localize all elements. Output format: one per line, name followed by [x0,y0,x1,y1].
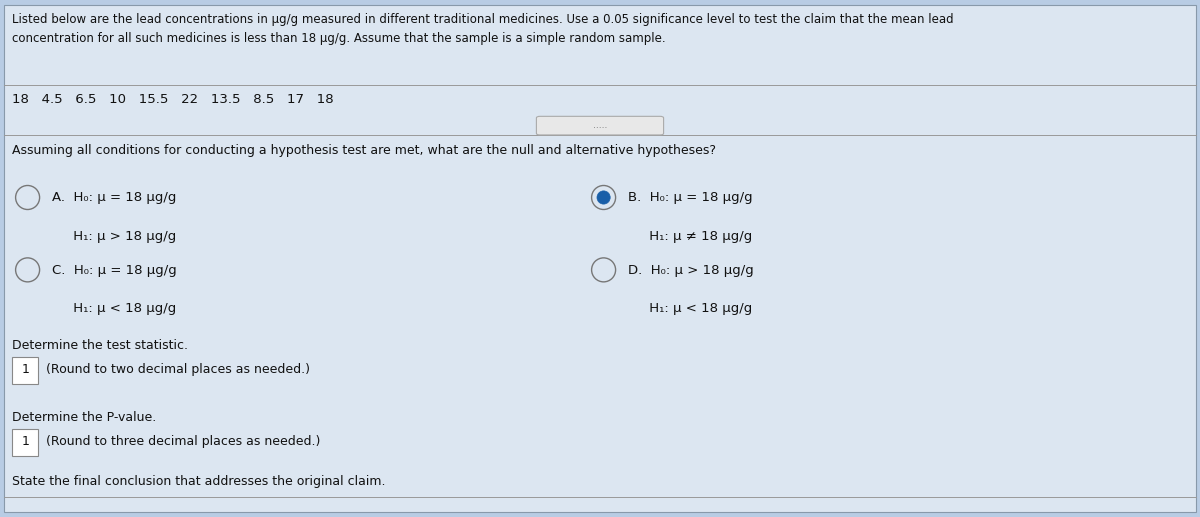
Ellipse shape [598,191,611,204]
FancyBboxPatch shape [12,429,38,456]
FancyBboxPatch shape [12,357,38,384]
Text: H₁: μ > 18 μg/g: H₁: μ > 18 μg/g [52,230,176,243]
Text: D.  H₀: μ > 18 μg/g: D. H₀: μ > 18 μg/g [628,264,754,277]
Ellipse shape [592,258,616,282]
Text: 1: 1 [22,362,29,376]
Ellipse shape [16,258,40,282]
FancyBboxPatch shape [536,116,664,135]
Ellipse shape [592,186,616,209]
Text: concentration for all such medicines is less than 18 μg/g. Assume that the sampl: concentration for all such medicines is … [12,32,666,45]
Text: H₁: μ < 18 μg/g: H₁: μ < 18 μg/g [628,302,752,315]
FancyBboxPatch shape [4,5,1196,512]
Text: H₁: μ ≠ 18 μg/g: H₁: μ ≠ 18 μg/g [628,230,752,243]
Text: .....: ..... [593,120,607,130]
Text: H₁: μ < 18 μg/g: H₁: μ < 18 μg/g [52,302,176,315]
Text: Assuming all conditions for conducting a hypothesis test are met, what are the n: Assuming all conditions for conducting a… [12,144,716,157]
Text: B.  H₀: μ = 18 μg/g: B. H₀: μ = 18 μg/g [628,191,752,204]
Text: (Round to two decimal places as needed.): (Round to two decimal places as needed.) [46,362,310,376]
Text: Listed below are the lead concentrations in μg/g measured in different tradition: Listed below are the lead concentrations… [12,13,954,26]
Text: A.  H₀: μ = 18 μg/g: A. H₀: μ = 18 μg/g [52,191,176,204]
Text: 18   4.5   6.5   10   15.5   22   13.5   8.5   17   18: 18 4.5 6.5 10 15.5 22 13.5 8.5 17 18 [12,93,334,106]
Text: C.  H₀: μ = 18 μg/g: C. H₀: μ = 18 μg/g [52,264,176,277]
Text: Determine the P-value.: Determine the P-value. [12,411,156,424]
Text: 1: 1 [22,435,29,448]
Text: Determine the test statistic.: Determine the test statistic. [12,339,188,352]
Ellipse shape [16,186,40,209]
Text: State the final conclusion that addresses the original claim.: State the final conclusion that addresse… [12,475,385,488]
Text: (Round to three decimal places as needed.): (Round to three decimal places as needed… [46,435,320,448]
